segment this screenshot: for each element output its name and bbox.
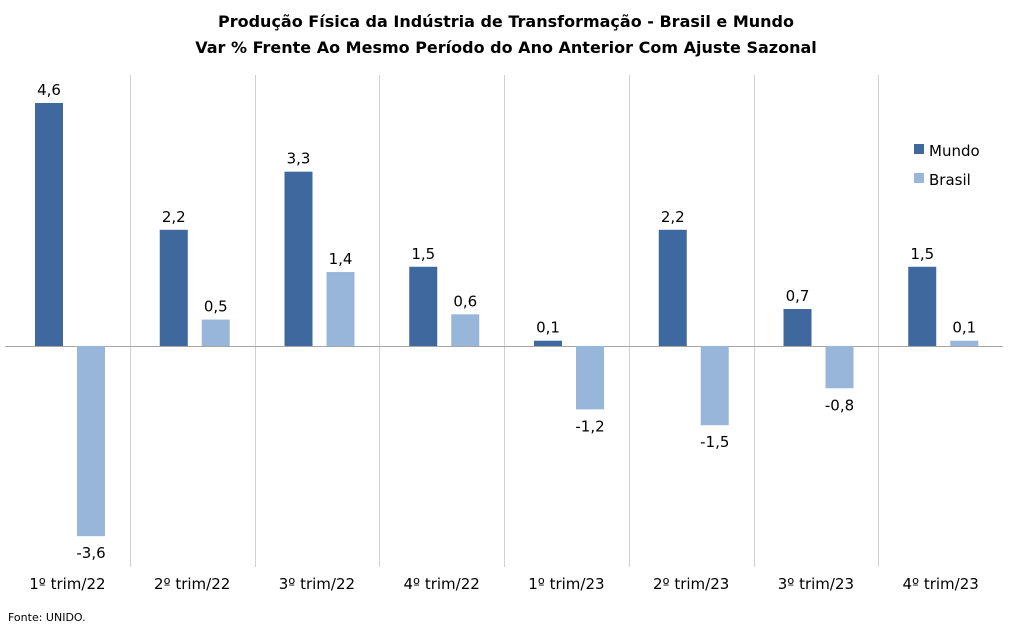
data-label: 1,5 xyxy=(910,245,934,263)
data-label: -3,6 xyxy=(76,544,105,562)
data-label: 0,6 xyxy=(453,292,477,310)
bar-brasil xyxy=(326,272,355,346)
x-tick-label: 3º trim/23 xyxy=(778,575,854,593)
data-label: 2,2 xyxy=(661,208,685,226)
data-label: 1,5 xyxy=(411,245,435,263)
bar-mundo xyxy=(35,103,63,346)
bar-brasil xyxy=(201,319,230,346)
legend-label-brasil: Brasil xyxy=(929,171,971,189)
x-tick-label: 3º trim/22 xyxy=(279,575,355,593)
data-label: -1,5 xyxy=(700,433,729,451)
data-label: 0,7 xyxy=(786,287,810,305)
x-tick-label: 2º trim/23 xyxy=(653,575,729,593)
bar-brasil xyxy=(825,346,854,389)
data-label: 4,6 xyxy=(37,81,61,99)
bar-brasil xyxy=(576,346,604,410)
legend-label-mundo: Mundo xyxy=(929,142,980,160)
bar-brasil xyxy=(77,346,105,537)
legend-swatch-brasil xyxy=(914,173,924,183)
chart-subtitle: Var % Frente Ao Mesmo Período do Ano Ant… xyxy=(195,38,817,57)
bar-mundo xyxy=(534,340,562,346)
data-label: -1,2 xyxy=(575,417,604,435)
x-tick-label: 1º trim/22 xyxy=(29,575,105,593)
bar-mundo xyxy=(284,171,313,346)
bar-mundo xyxy=(783,309,812,346)
data-label: 1,4 xyxy=(329,250,353,268)
data-label: 2,2 xyxy=(162,208,186,226)
data-label: 0,1 xyxy=(536,319,560,337)
bar-mundo xyxy=(159,229,188,346)
x-tick-label: 4º trim/23 xyxy=(902,575,978,593)
data-label: 0,1 xyxy=(952,319,976,337)
legend-swatch-mundo xyxy=(914,144,924,154)
data-label: -0,8 xyxy=(825,396,854,414)
source-note: Fonte: UNIDO. xyxy=(8,611,86,624)
bar-brasil xyxy=(451,314,480,346)
x-tick-label: 4º trim/22 xyxy=(403,575,479,593)
data-label: 3,3 xyxy=(287,150,311,168)
bar-mundo xyxy=(658,229,687,346)
bar-mundo xyxy=(908,266,937,346)
bar-brasil xyxy=(700,346,729,426)
bar-brasil xyxy=(950,340,979,346)
data-label: 0,5 xyxy=(204,298,228,316)
chart-title: Produção Física da Indústria de Transfor… xyxy=(217,12,794,31)
bar-mundo xyxy=(409,266,438,346)
x-tick-label: 2º trim/22 xyxy=(154,575,230,593)
x-tick-label: 1º trim/23 xyxy=(528,575,604,593)
